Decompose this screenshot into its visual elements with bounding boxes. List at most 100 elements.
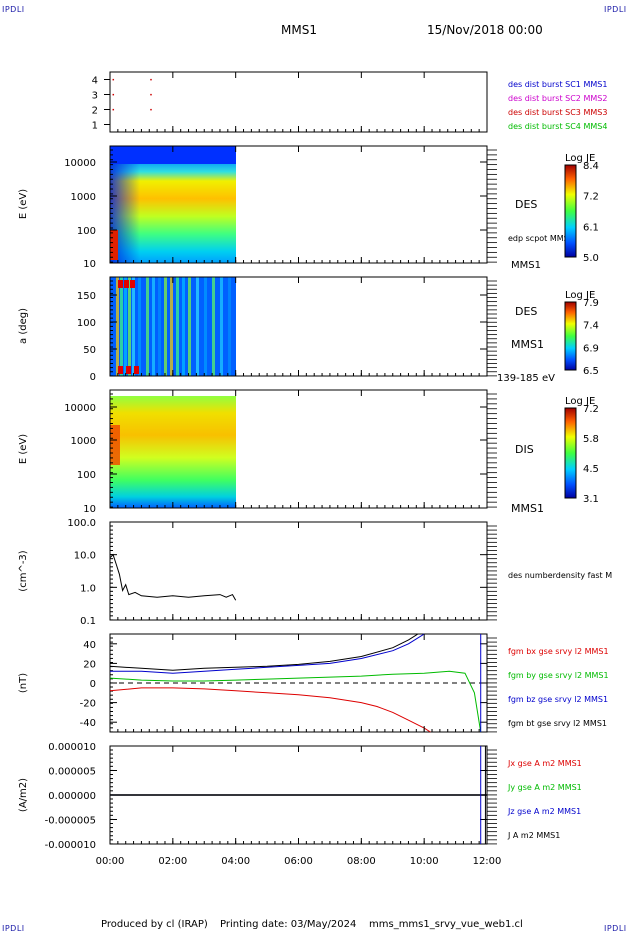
pitch-stripe: [124, 277, 127, 376]
current-legend-entry: J A m2 MMS1: [507, 831, 560, 840]
time-tick-label: 00:00: [96, 856, 125, 867]
pitch-stripe: [212, 277, 215, 376]
panel-burst: 1 2 3 4 des dist burst SC1 MMS1 des dist bur…: [92, 71, 607, 133]
panel-burst-frame: [109, 71, 488, 133]
pitch-stripe: [182, 277, 185, 376]
magnetic-legend-entry: fgm by gse srvy l2 MMS1: [508, 671, 609, 680]
dis-energy-colorbar-tick: 4.5: [583, 464, 599, 475]
footer-produced-by: Produced by cl (IRAP): [101, 919, 208, 930]
des-energy-ytick-label: 10000: [64, 158, 96, 169]
time-tick-label: 02:00: [158, 856, 187, 867]
des-pitch-colorbar-tick: 7.9: [583, 298, 599, 309]
corner-label-bottom-left: IPDLI: [2, 924, 25, 933]
current-ytick-label: -0.000010: [45, 840, 96, 851]
dis-energy-heatmap-hotspot: [110, 425, 120, 465]
magnetic-series-line: [110, 633, 425, 674]
des-pitch-colorbar-title: Log JE: [565, 290, 595, 301]
current-legend-entry: Jx gse A m2 MMS1: [507, 759, 582, 768]
des-energy-ytick-label: 10: [83, 259, 96, 270]
current-legend-entry: Jy gse A m2 MMS1: [507, 783, 582, 792]
pitch-stripe: [152, 277, 155, 376]
pitch-stripe: [228, 277, 231, 376]
des-energy-colorbar-tick: 5.0: [583, 253, 599, 264]
des-pitch-colorbar-tick: 6.9: [583, 343, 599, 354]
burst-legend-entry: des dist burst SC1 MMS1: [508, 80, 607, 89]
des-energy-scpot-label: edp scpot MMS1: [508, 234, 574, 243]
time-tick-label: 08:00: [347, 856, 376, 867]
footer-printing-date: Printing date: 03/May/2024: [220, 919, 357, 930]
density-ytick-label: 1.0: [80, 583, 96, 594]
des-pitch-ytick-label: 0: [90, 372, 96, 383]
des-energy-side-label: DES: [515, 198, 537, 211]
des-energy-ytick-label: 100: [77, 226, 96, 237]
panel-current: (A/m2) -0.000010 -0.000005 0.000000 0.00000…: [18, 742, 582, 851]
des-pitch-colorbar-tick: 6.5: [583, 366, 599, 377]
burst-ytick-label: 2: [92, 106, 98, 117]
burst-point: [150, 108, 152, 111]
density-frame: [109, 521, 488, 621]
magnetic-ytick-label: 0: [90, 679, 96, 690]
des-pitch-colorbar: [564, 301, 577, 371]
magnetic-series-line: [109, 687, 431, 733]
density-ytick-label: 10.0: [74, 551, 96, 562]
corner-label-top-right: IPDLI: [604, 5, 627, 14]
burst-legend-entry: des dist burst SC2 MMS2: [508, 94, 607, 103]
des-energy-colorbar-title: Log JE: [565, 153, 595, 164]
des-energy-colorbar-tick: 8.4: [583, 161, 599, 172]
des-pitch-mms1-label: MMS1: [511, 338, 544, 351]
time-tick-label: 04:00: [221, 856, 250, 867]
des-energy-colorbar: [564, 164, 577, 258]
magnetic-legend-entry: fgm bx gse srvy l2 MMS1: [508, 647, 609, 656]
des-energy-mms1-label: MMS1: [511, 260, 541, 271]
dis-energy-ytick-label: 100: [77, 470, 96, 481]
density-legend: des numberdensity fast M: [508, 571, 612, 580]
des-pitch-ylabel: a (deg): [18, 308, 29, 344]
panel-des-energy: E (eV) 10 100 1000 10000 DES edp scpot MMS1…: [18, 145, 599, 271]
magnetic-ytick-label: -20: [80, 699, 96, 710]
pitch-hotspot: [130, 280, 135, 288]
time-axis: 00:00 02:00 04:00 06:00 08:00 10:00 12:00: [96, 72, 502, 867]
current-legend-entry: Jz gse A m2 MMS1: [507, 807, 581, 816]
burst-legend-entry: des dist burst SC3 MMS3: [508, 108, 607, 117]
des-pitch-ytick-label: 150: [77, 291, 96, 302]
magnetic-ytick-label: 40: [83, 640, 96, 651]
current-ytick-label: 0.000010: [48, 742, 96, 753]
panel-magnetic: (nT) -40 -20 0 20 40 fgm bx gse srvy l2 MMS1…: [18, 633, 609, 733]
density-series-line: [109, 553, 237, 601]
pitch-stripe: [116, 277, 119, 376]
pitch-hotspot: [118, 280, 123, 288]
burst-ytick-label: 3: [92, 91, 98, 102]
dis-energy-colorbar-title: Log JE: [565, 396, 595, 407]
time-tick-label: 12:00: [473, 856, 502, 867]
des-pitch-energy-range: 139-185 eV: [497, 373, 555, 384]
des-pitch-side-label: DES: [515, 305, 537, 318]
dis-energy-colorbar: [564, 407, 577, 499]
dis-energy-side-label: DIS: [515, 443, 534, 456]
burst-point: [112, 78, 115, 81]
pitch-stripe: [170, 277, 173, 376]
pitch-stripe: [196, 277, 199, 376]
dis-energy-mms1-label: MMS1: [511, 502, 544, 515]
pitch-stripe: [164, 277, 167, 376]
des-pitch-ytick-label: 50: [83, 345, 96, 356]
current-ytick-label: 0.000005: [48, 767, 96, 778]
density-ylabel: (cm^-3): [18, 550, 29, 591]
des-energy-heatmap-top: [110, 146, 236, 164]
magnetic-series-line: [109, 633, 419, 671]
dis-energy-colorbar-tick: 5.8: [583, 434, 599, 445]
panel-dis-energy: E (eV) 10 100 1000 10000 DIS MMS1 Log JE7.2…: [18, 389, 599, 515]
corner-label-top-left: IPDLI: [2, 5, 25, 14]
spacecraft-title: MMS1: [281, 23, 317, 37]
des-pitch-colorbar-tick: 7.4: [583, 321, 599, 332]
des-energy-ytick-label: 1000: [71, 192, 96, 203]
current-ylabel: (A/m2): [18, 778, 29, 812]
pitch-hotspot: [118, 366, 123, 374]
current-ytick-label: -0.000005: [45, 816, 96, 827]
time-tick-label: 06:00: [284, 856, 313, 867]
magnetic-legend-entry: fgm bz gse srvy l2 MMS1: [508, 695, 608, 704]
pitch-stripe: [120, 277, 123, 376]
burst-point: [150, 78, 152, 81]
footer-filename: mms_mms1_srvy_vue_web1.cl: [369, 919, 523, 930]
datetime-title: 15/Nov/2018 00:00: [427, 23, 543, 37]
